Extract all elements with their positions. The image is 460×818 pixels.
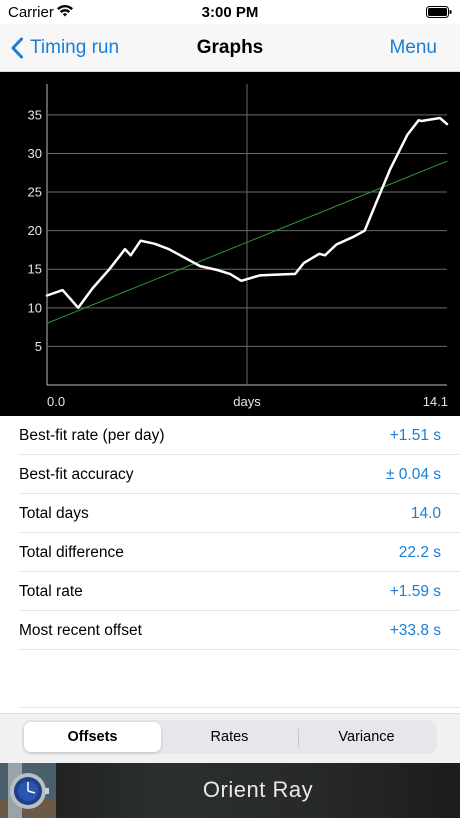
back-button-label: Timing run: [30, 37, 120, 58]
segment-rates[interactable]: Rates: [161, 722, 298, 752]
stat-row-best-fit-accuracy: Best-fit accuracy ± 0.04 s: [19, 455, 460, 494]
navigation-bar: Timing run Graphs Menu: [0, 24, 460, 72]
stat-label: Total days: [19, 505, 89, 522]
chevron-left-icon: [11, 37, 23, 59]
stat-value: 22.2 s: [398, 544, 441, 561]
stat-value: ± 0.04 s: [385, 466, 441, 483]
y-tick-label: 5: [35, 339, 42, 354]
best-fit-line: [46, 160, 448, 324]
stat-label: Best-fit rate (per day): [19, 427, 165, 444]
y-tick-label: 35: [28, 107, 42, 122]
back-button[interactable]: Timing run: [10, 34, 119, 62]
stat-row-best-fit-rate: Best-fit rate (per day) +1.51 s: [19, 416, 460, 455]
empty-row: [19, 650, 460, 708]
segment-divider: [298, 729, 299, 747]
stat-label: Total rate: [19, 583, 83, 600]
watch-thumbnail: [0, 763, 56, 818]
chart-canvas: 5 10 15 20 25 30 35 0.0 days 14.1: [28, 84, 449, 409]
stat-row-total-difference: Total difference 22.2 s: [19, 533, 460, 572]
stat-label: Best-fit accuracy: [19, 466, 134, 483]
stat-value: +1.59 s: [389, 583, 441, 600]
x-tick-label-start: 0.0: [47, 394, 65, 409]
stat-row-total-days: Total days 14.0: [19, 494, 460, 533]
segment-variance[interactable]: Variance: [298, 722, 435, 752]
graph-type-segmented-control: Offsets Rates Variance: [22, 720, 437, 754]
status-time: 3:00 PM: [201, 4, 259, 21]
segment-offsets[interactable]: Offsets: [24, 722, 161, 752]
menu-button[interactable]: Menu: [389, 37, 437, 58]
stats-list: Best-fit rate (per day) +1.51 s Best-fit…: [0, 416, 460, 708]
stat-label: Total difference: [19, 544, 124, 561]
x-axis-label: days: [233, 394, 261, 409]
stat-row-total-rate: Total rate +1.59 s: [19, 572, 460, 611]
graph-type-toolbar: Offsets Rates Variance: [0, 713, 460, 763]
y-tick-label: 10: [28, 300, 42, 315]
offsets-chart: 5 10 15 20 25 30 35 0.0 days 14.1: [0, 72, 460, 416]
y-tick-label: 25: [28, 185, 42, 200]
y-tick-label: 15: [28, 262, 42, 277]
stat-row-most-recent-offset: Most recent offset +33.8 s: [19, 611, 460, 650]
battery-icon: [426, 6, 452, 18]
carrier-label: Carrier: [8, 4, 54, 21]
stat-value: 14.0: [410, 505, 441, 522]
segment-label: Offsets: [67, 729, 118, 745]
segment-label: Rates: [210, 729, 249, 745]
y-tick-label: 20: [28, 223, 42, 238]
stat-value: +1.51 s: [389, 427, 441, 444]
offset-series-line: [45, 116, 449, 310]
stat-value: +33.8 s: [389, 622, 441, 639]
status-bar: Carrier 3:00 PM: [0, 0, 460, 24]
banner-title: Orient Ray: [202, 777, 314, 802]
watch-icon: [0, 763, 56, 818]
y-tick-label: 30: [28, 146, 42, 161]
watch-banner[interactable]: Orient Ray: [0, 763, 460, 818]
x-tick-label-end: 14.1: [423, 394, 448, 409]
stat-label: Most recent offset: [19, 622, 142, 639]
wifi-icon: [57, 4, 73, 17]
segment-label: Variance: [338, 729, 395, 745]
